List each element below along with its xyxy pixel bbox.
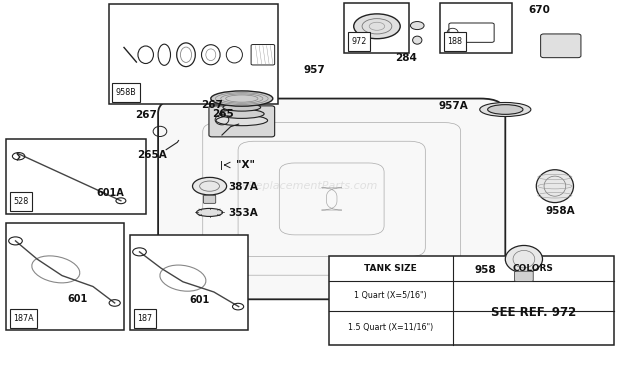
Bar [108,4,278,104]
Ellipse shape [197,208,223,216]
Text: 957: 957 [304,65,326,75]
Text: 972: 972 [352,37,366,46]
Bar [329,255,614,345]
Text: 957A: 957A [438,101,468,111]
Text: 267: 267 [135,111,157,120]
Bar [6,139,146,214]
Bar [444,32,466,51]
Text: TANK SIZE: TANK SIZE [364,264,417,273]
Ellipse shape [536,170,574,203]
Text: 528: 528 [14,197,29,206]
Bar [6,223,124,330]
Text: 958A: 958A [546,206,575,216]
Bar [440,3,512,53]
Text: 1 Quart (X=5/16"): 1 Quart (X=5/16") [354,291,427,300]
Text: 267: 267 [201,100,223,110]
Text: COLORS: COLORS [513,264,554,273]
Bar [112,83,140,102]
Bar [10,309,37,328]
Text: SEE REF. 972: SEE REF. 972 [490,306,576,319]
Text: 601: 601 [189,295,210,305]
Ellipse shape [219,110,264,118]
Bar [10,192,32,211]
Text: 958: 958 [474,265,496,274]
Bar [130,235,248,330]
Ellipse shape [353,14,401,39]
Text: 670: 670 [528,5,551,15]
Ellipse shape [192,177,227,195]
Ellipse shape [480,103,531,116]
FancyBboxPatch shape [158,99,505,299]
Ellipse shape [410,22,424,30]
Text: eReplacementParts.com: eReplacementParts.com [242,181,378,191]
Text: 353A: 353A [228,208,258,218]
Text: "X": "X" [236,160,255,170]
Text: 188: 188 [448,37,463,46]
Text: 601A: 601A [96,188,124,198]
Ellipse shape [487,105,523,114]
Text: 958B: 958B [115,88,136,97]
Bar [134,309,156,328]
FancyBboxPatch shape [203,195,216,203]
Bar [344,3,409,53]
Text: 284: 284 [395,53,417,63]
Bar [348,32,370,51]
Text: 265: 265 [212,109,234,119]
Text: 187A: 187A [13,314,34,323]
Ellipse shape [223,104,260,111]
FancyBboxPatch shape [209,106,275,137]
Text: 387A: 387A [228,182,258,192]
Text: 601: 601 [67,293,87,304]
Ellipse shape [505,245,542,273]
Ellipse shape [211,91,273,106]
Text: 187: 187 [138,314,153,323]
Text: 265A: 265A [137,150,167,160]
Text: 1.5 Quart (X=11/16"): 1.5 Quart (X=11/16") [348,323,433,333]
FancyBboxPatch shape [515,271,533,281]
FancyBboxPatch shape [541,34,581,58]
Ellipse shape [216,115,268,126]
Ellipse shape [413,36,422,44]
